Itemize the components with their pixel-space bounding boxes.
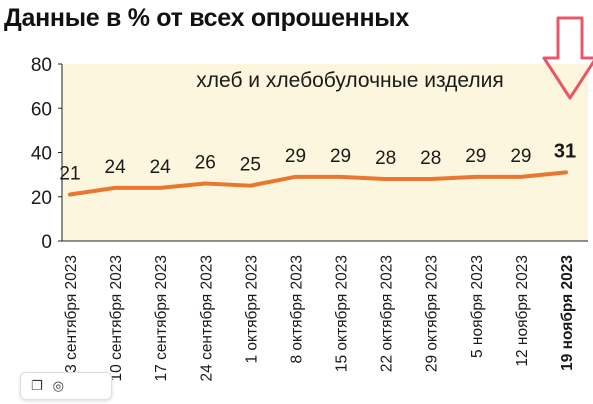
- data-label: 28: [420, 148, 441, 169]
- x-tick-label: 17 сентября 2023: [153, 255, 170, 381]
- x-tick-label: 24 сентября 2023: [198, 255, 215, 381]
- highlight-arrow: [542, 16, 593, 100]
- data-label: 31: [554, 140, 576, 162]
- y-tick-label: 60: [31, 99, 52, 120]
- x-tick-label: 1 октября 2023: [243, 255, 260, 364]
- plot-area: [62, 64, 588, 241]
- data-label: 29: [285, 146, 306, 167]
- x-tick-label: 22 октября 2023: [379, 255, 396, 372]
- data-label: 28: [375, 148, 396, 169]
- chart-title: Данные в % от всех опрошенных: [4, 4, 409, 32]
- x-tick-label: 15 октября 2023: [334, 255, 351, 372]
- lens-icon[interactable]: ◎: [52, 378, 64, 394]
- data-label: 29: [465, 146, 486, 167]
- image-toolbar: ❐ ◎: [20, 372, 112, 400]
- x-tick-label: 19 ноября 2023: [559, 255, 576, 371]
- data-label: 29: [330, 146, 351, 167]
- data-label: 29: [510, 146, 531, 167]
- y-tick-label: 20: [31, 188, 52, 209]
- x-tick-label: 5 ноября 2023: [469, 255, 486, 358]
- bookmark-icon[interactable]: ❐: [31, 378, 43, 394]
- x-tick-label: 3 сентября 2023: [63, 255, 80, 373]
- x-tick-label: 12 ноября 2023: [514, 255, 531, 367]
- x-tick-label: 29 октября 2023: [424, 255, 441, 372]
- data-label: 24: [150, 157, 172, 178]
- series-annotation: хлеб и хлебобулочные изделия: [196, 69, 503, 92]
- data-label: 25: [240, 155, 261, 176]
- y-tick-label: 40: [31, 144, 52, 165]
- y-tick-label: 0: [41, 232, 52, 253]
- x-tick-label: 10 сентября 2023: [108, 255, 125, 381]
- data-label: 24: [105, 157, 127, 178]
- series-line: [68, 170, 568, 197]
- data-label: 26: [195, 152, 216, 173]
- x-tick-label: 8 октября 2023: [288, 255, 305, 364]
- y-tick-label: 80: [31, 55, 52, 76]
- data-label: 21: [59, 164, 80, 185]
